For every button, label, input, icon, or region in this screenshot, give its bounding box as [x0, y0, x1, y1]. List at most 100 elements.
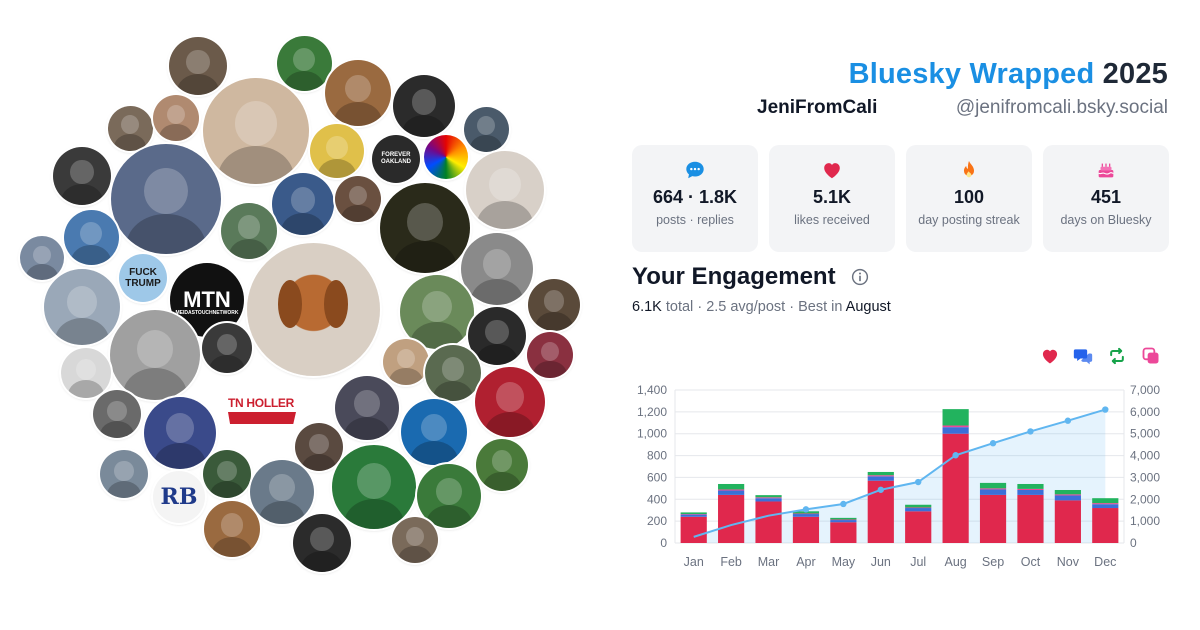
- avatar-part: [107, 400, 127, 421]
- heart-icon: [824, 163, 840, 179]
- engagement-total-label: total: [665, 299, 694, 315]
- best-month: August: [845, 299, 891, 315]
- avatar-logo: FOREVER OAKLAND: [372, 135, 420, 183]
- avatar-part: [411, 88, 437, 115]
- x-tick-label: Oct: [1021, 555, 1041, 569]
- avatar-part: [491, 450, 513, 473]
- avatar-part: [121, 115, 139, 135]
- avatar-part: [237, 215, 261, 239]
- avatar-part: [533, 361, 567, 378]
- avatar: [466, 151, 544, 229]
- avatar-part: [323, 279, 348, 328]
- cumulative-point: [952, 452, 959, 459]
- stat-value: 664 · 1.8K: [652, 187, 738, 207]
- avatar-part: [217, 460, 237, 481]
- avatar-part: [482, 248, 512, 280]
- avatar-part: [71, 244, 111, 265]
- avatar-part: [293, 47, 315, 71]
- stat-card-streak: 100 day posting streak: [906, 145, 1032, 252]
- avatar-part: [334, 102, 382, 126]
- avatar-part: [469, 135, 503, 152]
- avatar: [111, 144, 221, 254]
- avatar-part: [420, 413, 448, 442]
- avatar-part: [217, 334, 237, 355]
- avatar: [63, 209, 119, 265]
- chat-bubble-icon: [686, 161, 704, 179]
- bar-segment: [1092, 498, 1119, 504]
- avatar-part: [186, 49, 210, 75]
- avatar: [401, 399, 467, 465]
- avatar: [332, 445, 416, 529]
- avatar: [468, 307, 526, 365]
- best-label: Best in: [798, 299, 843, 315]
- x-tick-label: Dec: [1094, 555, 1116, 569]
- x-tick-label: May: [832, 555, 856, 569]
- cumulative-point: [1102, 406, 1109, 413]
- avatar: [461, 233, 533, 305]
- avatar: [169, 37, 227, 95]
- avatar-part: [144, 168, 188, 215]
- flame-icon: [963, 160, 975, 178]
- avatar-part: [68, 380, 104, 398]
- avatar-part: [99, 420, 135, 438]
- y-tick-label-left: 1,400: [637, 383, 667, 397]
- bar-segment: [942, 425, 969, 428]
- avatar-part: [154, 443, 206, 469]
- avatar: [272, 173, 334, 235]
- reply-icon[interactable]: [1073, 346, 1093, 366]
- logo-text: TN HOLLER: [228, 396, 294, 410]
- cumulative-point: [1027, 428, 1034, 435]
- avatar: [250, 460, 314, 524]
- avatar-part: [471, 279, 523, 305]
- avatar: [383, 339, 429, 385]
- cumulative-point: [840, 500, 847, 508]
- avatar-part: [317, 158, 357, 178]
- bar-segment: [905, 511, 932, 543]
- bar-segment: [718, 489, 745, 491]
- y-tick-label-left: 1,000: [637, 427, 667, 441]
- quote-icon[interactable]: [1141, 346, 1161, 366]
- bar-segment: [792, 516, 820, 543]
- avatar-part: [234, 101, 278, 146]
- avatar-part: [278, 279, 303, 328]
- avatar-part: [496, 382, 524, 412]
- stat-value: 451: [1090, 187, 1122, 207]
- repost-icon[interactable]: [1107, 346, 1127, 366]
- bar-segment: [830, 517, 857, 520]
- bar-segment: [905, 507, 932, 509]
- avatar-part: [407, 202, 443, 241]
- bar-segment: [979, 494, 1007, 543]
- info-icon[interactable]: [851, 268, 869, 286]
- avatar-part: [106, 480, 142, 498]
- cumulative-point: [915, 478, 922, 486]
- stat-label: posts · replies: [656, 213, 734, 227]
- bar-segment: [942, 409, 969, 426]
- avatar-part: [401, 114, 447, 137]
- y-tick-label-right: 6,000: [1130, 405, 1160, 419]
- stat-card-posts: 664 · 1.8K posts · replies: [632, 145, 758, 252]
- avatar-part: [476, 344, 518, 365]
- avatar: [203, 450, 251, 498]
- avatar: [61, 348, 111, 398]
- bar-segment: [867, 475, 894, 477]
- avatar-part: [489, 168, 521, 201]
- cumulative-point: [989, 440, 997, 447]
- bar-segment: [1017, 494, 1044, 543]
- avatar-part: [441, 357, 465, 381]
- avatar: [527, 332, 573, 378]
- avatar: [528, 279, 580, 331]
- avatar-part: [477, 116, 495, 136]
- avatar-part: [228, 238, 270, 259]
- avatar-part: [301, 453, 337, 471]
- display-name: JeniFromCali: [757, 97, 878, 118]
- avatar-part: [126, 214, 206, 254]
- avatar-pride: [424, 135, 468, 179]
- avatar-part: [310, 526, 334, 552]
- avatar-part: [425, 504, 473, 528]
- avatar: [153, 95, 199, 141]
- stat-card-likes: 5.1K likes received: [769, 145, 895, 252]
- bar-segment: [680, 514, 707, 515]
- heart-icon[interactable]: [1040, 346, 1060, 366]
- bar-segment: [1017, 488, 1044, 490]
- section-title: Your Engagement: [632, 263, 836, 290]
